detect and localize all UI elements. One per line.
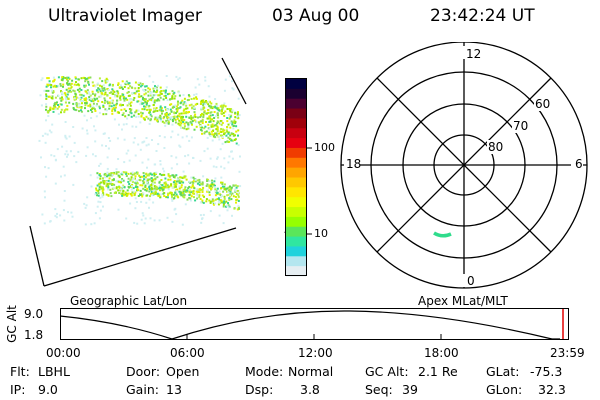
colorbar-tick-10: 10	[314, 227, 328, 240]
timeline-ytick-bottom: 1.8	[24, 328, 44, 342]
dsp-value: 3.8	[300, 382, 320, 397]
mlt-label-0: 0	[467, 274, 475, 288]
timeline-left-title: Geographic Lat/Lon	[70, 294, 188, 308]
gcalt-label: GC Alt:	[365, 364, 409, 379]
colorbar: photon cm⁻²s⁻¹ 100 10	[240, 70, 335, 280]
filter-value: LBHL	[38, 364, 70, 379]
instrument-title: Ultraviolet Imager	[48, 6, 202, 26]
image-frame	[29, 57, 247, 287]
timeline-xtick-0: 00:00	[46, 346, 81, 360]
mode-label: Mode:	[245, 364, 284, 379]
glon-label: GLon:	[486, 382, 523, 397]
glat-label: GLat:	[486, 364, 520, 379]
date-label: 03 Aug 00	[272, 6, 360, 26]
seq-label: Seq:	[365, 382, 393, 397]
mlt-label-6: 6	[575, 157, 583, 171]
glat-value: -75.3	[530, 364, 563, 379]
colorbar-gradient	[286, 79, 306, 277]
ip-value: 9.0	[38, 382, 58, 397]
timeline-ylabel: GC Alt	[5, 305, 19, 343]
gain-label: Gain:	[126, 382, 159, 397]
polar-plot	[340, 42, 588, 289]
altitude-timeline	[60, 308, 569, 340]
polar-diagonal-2	[376, 77, 552, 253]
door-label: Door:	[126, 364, 161, 379]
ip-label: IP:	[10, 382, 26, 397]
polar-aurora-arc	[433, 231, 452, 238]
timeline-right-title: Apex MLat/MLT	[418, 294, 508, 308]
auroral-image	[29, 57, 247, 287]
mlt-label-18: 18	[346, 157, 362, 171]
timeline-xtick-1: 06:00	[170, 346, 205, 360]
timeline-ytick-top: 9.0	[24, 307, 44, 321]
aurora-emission	[38, 75, 242, 226]
altitude-curve	[60, 310, 560, 340]
mlt-label-12: 12	[466, 47, 482, 61]
mlat-label-70: 70	[513, 119, 529, 133]
seq-value: 39	[402, 382, 418, 397]
mode-value: Normal	[288, 364, 334, 379]
colorbar-tick-100: 100	[314, 141, 335, 154]
dsp-label: Dsp:	[245, 382, 274, 397]
filter-label: Flt:	[10, 364, 30, 379]
gain-value: 13	[166, 382, 182, 397]
timeline-xtick-2: 12:00	[298, 346, 333, 360]
mlat-label-80: 80	[488, 140, 504, 154]
timeline-xtick-4: 23:59	[550, 346, 585, 360]
mlat-label-60: 60	[535, 97, 551, 111]
glon-value: 32.3	[538, 382, 566, 397]
time-label: 23:42:24 UT	[430, 6, 535, 26]
timeline-xtick-3: 18:00	[424, 346, 459, 360]
gcalt-value: 2.1 Re	[418, 364, 458, 379]
door-value: Open	[166, 364, 200, 379]
